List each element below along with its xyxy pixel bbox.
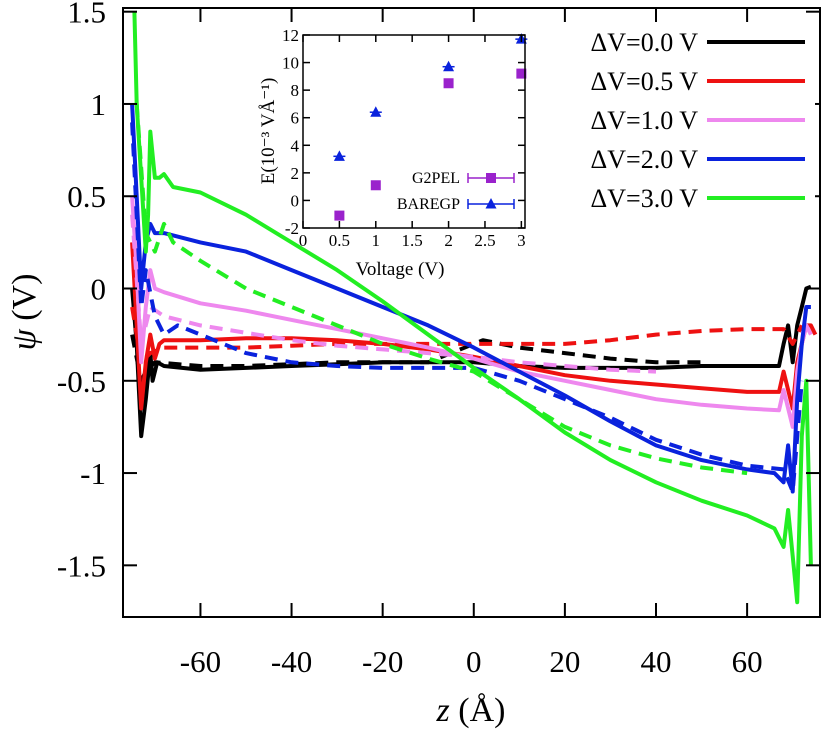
inset-point-baregp-1	[370, 106, 382, 117]
y-tick-label: -1.5	[57, 548, 106, 583]
inset-y-tick-label: 10	[282, 54, 299, 73]
x-tick-label: -60	[180, 644, 221, 679]
main-ticks-group: -60 -40 -20 0 20 40 601.510.50-0.5-1-1.5	[57, 0, 820, 679]
y-axis-variable: ψ	[6, 328, 43, 350]
inset-x-tick-label: 2	[444, 231, 453, 250]
inset-x-tick-label: 0.5	[329, 231, 350, 250]
x-axis-unit: (Å)	[458, 692, 505, 729]
inset-y-tick-label: 8	[291, 81, 300, 100]
inset-y-tick-label: 4	[291, 136, 300, 155]
inset-x-axis-title: Voltage (V)	[356, 259, 445, 280]
y-tick-label: -0.5	[57, 364, 106, 399]
y-tick-label: 1.5	[67, 0, 106, 30]
inset-legend-label-1: BAREGP	[397, 196, 460, 213]
series-3-dashed-line	[130, 122, 804, 494]
y-axis-title: ψ (V)	[6, 274, 43, 351]
x-tick-label: 20	[549, 644, 580, 679]
x-tick-label: 60	[732, 644, 763, 679]
x-axis-title: z (Å)	[436, 692, 506, 729]
inset-y-tick-label: 6	[291, 109, 300, 128]
inset-legend: G2PEL BAREGP	[397, 170, 515, 213]
x-tick-label: 0	[466, 644, 482, 679]
inset-legend-marker-0	[486, 173, 496, 183]
series-4-solid-line	[132, 11, 813, 605]
legend-label-1: ΔV=0.5 V	[591, 67, 699, 96]
series-1-solid-line	[130, 242, 818, 411]
main-plot-frame	[122, 7, 821, 618]
inset-x-tick-label: 2.5	[474, 231, 495, 250]
inset-y-tick-label: 2	[291, 164, 300, 183]
y-tick-label: 0	[91, 272, 107, 307]
inset-point-g2pel-0	[334, 210, 345, 221]
legend-label-0: ΔV=0.0 V	[591, 28, 699, 57]
inset-x-tick-label: 3	[517, 231, 526, 250]
x-tick-label: 40	[641, 644, 672, 679]
inset-y-tick-label: 0	[291, 191, 300, 210]
x-tick-label: -40	[271, 644, 312, 679]
series-2-solid-line	[130, 196, 813, 429]
y-axis-unit: (V)	[6, 274, 43, 321]
y-tick-label: 0.5	[67, 179, 106, 214]
legend-label-4: ΔV=3.0 V	[591, 184, 699, 213]
series-0-solid-line	[130, 284, 812, 439]
series-4-dashed-line	[134, 103, 748, 476]
series-1-dashed-line	[130, 306, 804, 365]
inset-background	[303, 35, 525, 228]
main-legend: ΔV=0.0 V ΔV=0.5 V ΔV=1.0 V ΔV=2.0 V ΔV=3.0 V	[550, 23, 815, 213]
y-tick-label: 1	[91, 87, 107, 122]
inset-plot-frame	[302, 34, 526, 229]
inset-x-tick-label: 1.5	[402, 231, 423, 250]
y-tick-label: -1	[80, 456, 106, 491]
legend-label-2: ΔV=1.0 V	[591, 106, 699, 135]
main-plot: -60 -40 -20 0 20 40 601.510.50-0.5-1-1.5 z (Å)…	[6, 0, 821, 729]
main-series-group	[130, 11, 818, 605]
inset-point-baregp-0	[333, 150, 345, 161]
inset-legend-label-0: G2PEL	[412, 170, 460, 187]
x-axis-variable: z	[436, 692, 450, 729]
inset-y-tick-label: 12	[282, 26, 299, 45]
legend-label-3: ΔV=2.0 V	[591, 145, 699, 174]
inset-y-axis-title: E(10⁻³ VÅ⁻¹)	[258, 78, 279, 185]
inset-point-g2pel-2	[443, 78, 454, 89]
inset-x-tick-label: 1	[372, 231, 381, 250]
inset-point-baregp-2	[443, 60, 455, 72]
x-tick-label: -20	[362, 644, 403, 679]
inset-y-tick-label: -2	[285, 219, 299, 238]
series-3-solid-line	[130, 103, 811, 494]
inset-legend-marker-1	[485, 198, 497, 209]
inset-x-tick-label: 0	[299, 231, 308, 250]
inset-point-g2pel-3	[516, 68, 527, 79]
inset-point-g2pel-1	[370, 180, 381, 191]
